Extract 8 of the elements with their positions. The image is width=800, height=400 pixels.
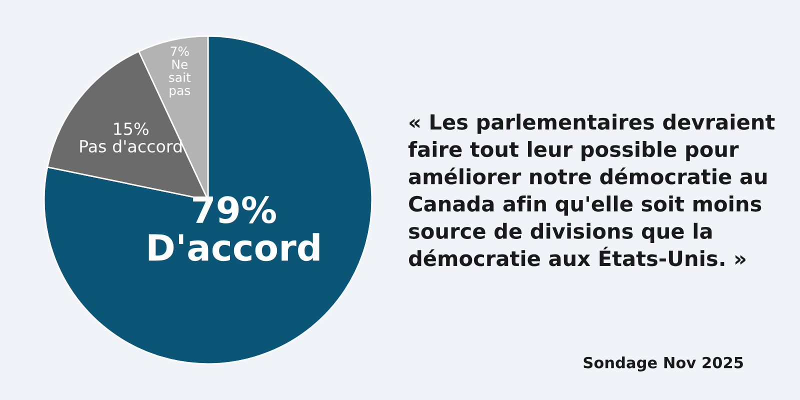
data-label: 79%: [193, 196, 276, 224]
text: « Les parlementaires devraient faire tout leur possible pour améliorer notre démocratie au Canada afin qu'elle soit moins source de divisions que la démocratie aux États-Unis. »: [408, 114, 775, 266]
slice-label: D'accord: [148, 233, 320, 262]
slice-label: Pas d'accord: [80, 140, 182, 153]
text: Sondage Nov 2025: [584, 356, 743, 372]
slice-label: Ne sait pas: [169, 60, 191, 98]
data-label: 15%: [114, 122, 148, 136]
data-label: 7%: [170, 46, 189, 56]
